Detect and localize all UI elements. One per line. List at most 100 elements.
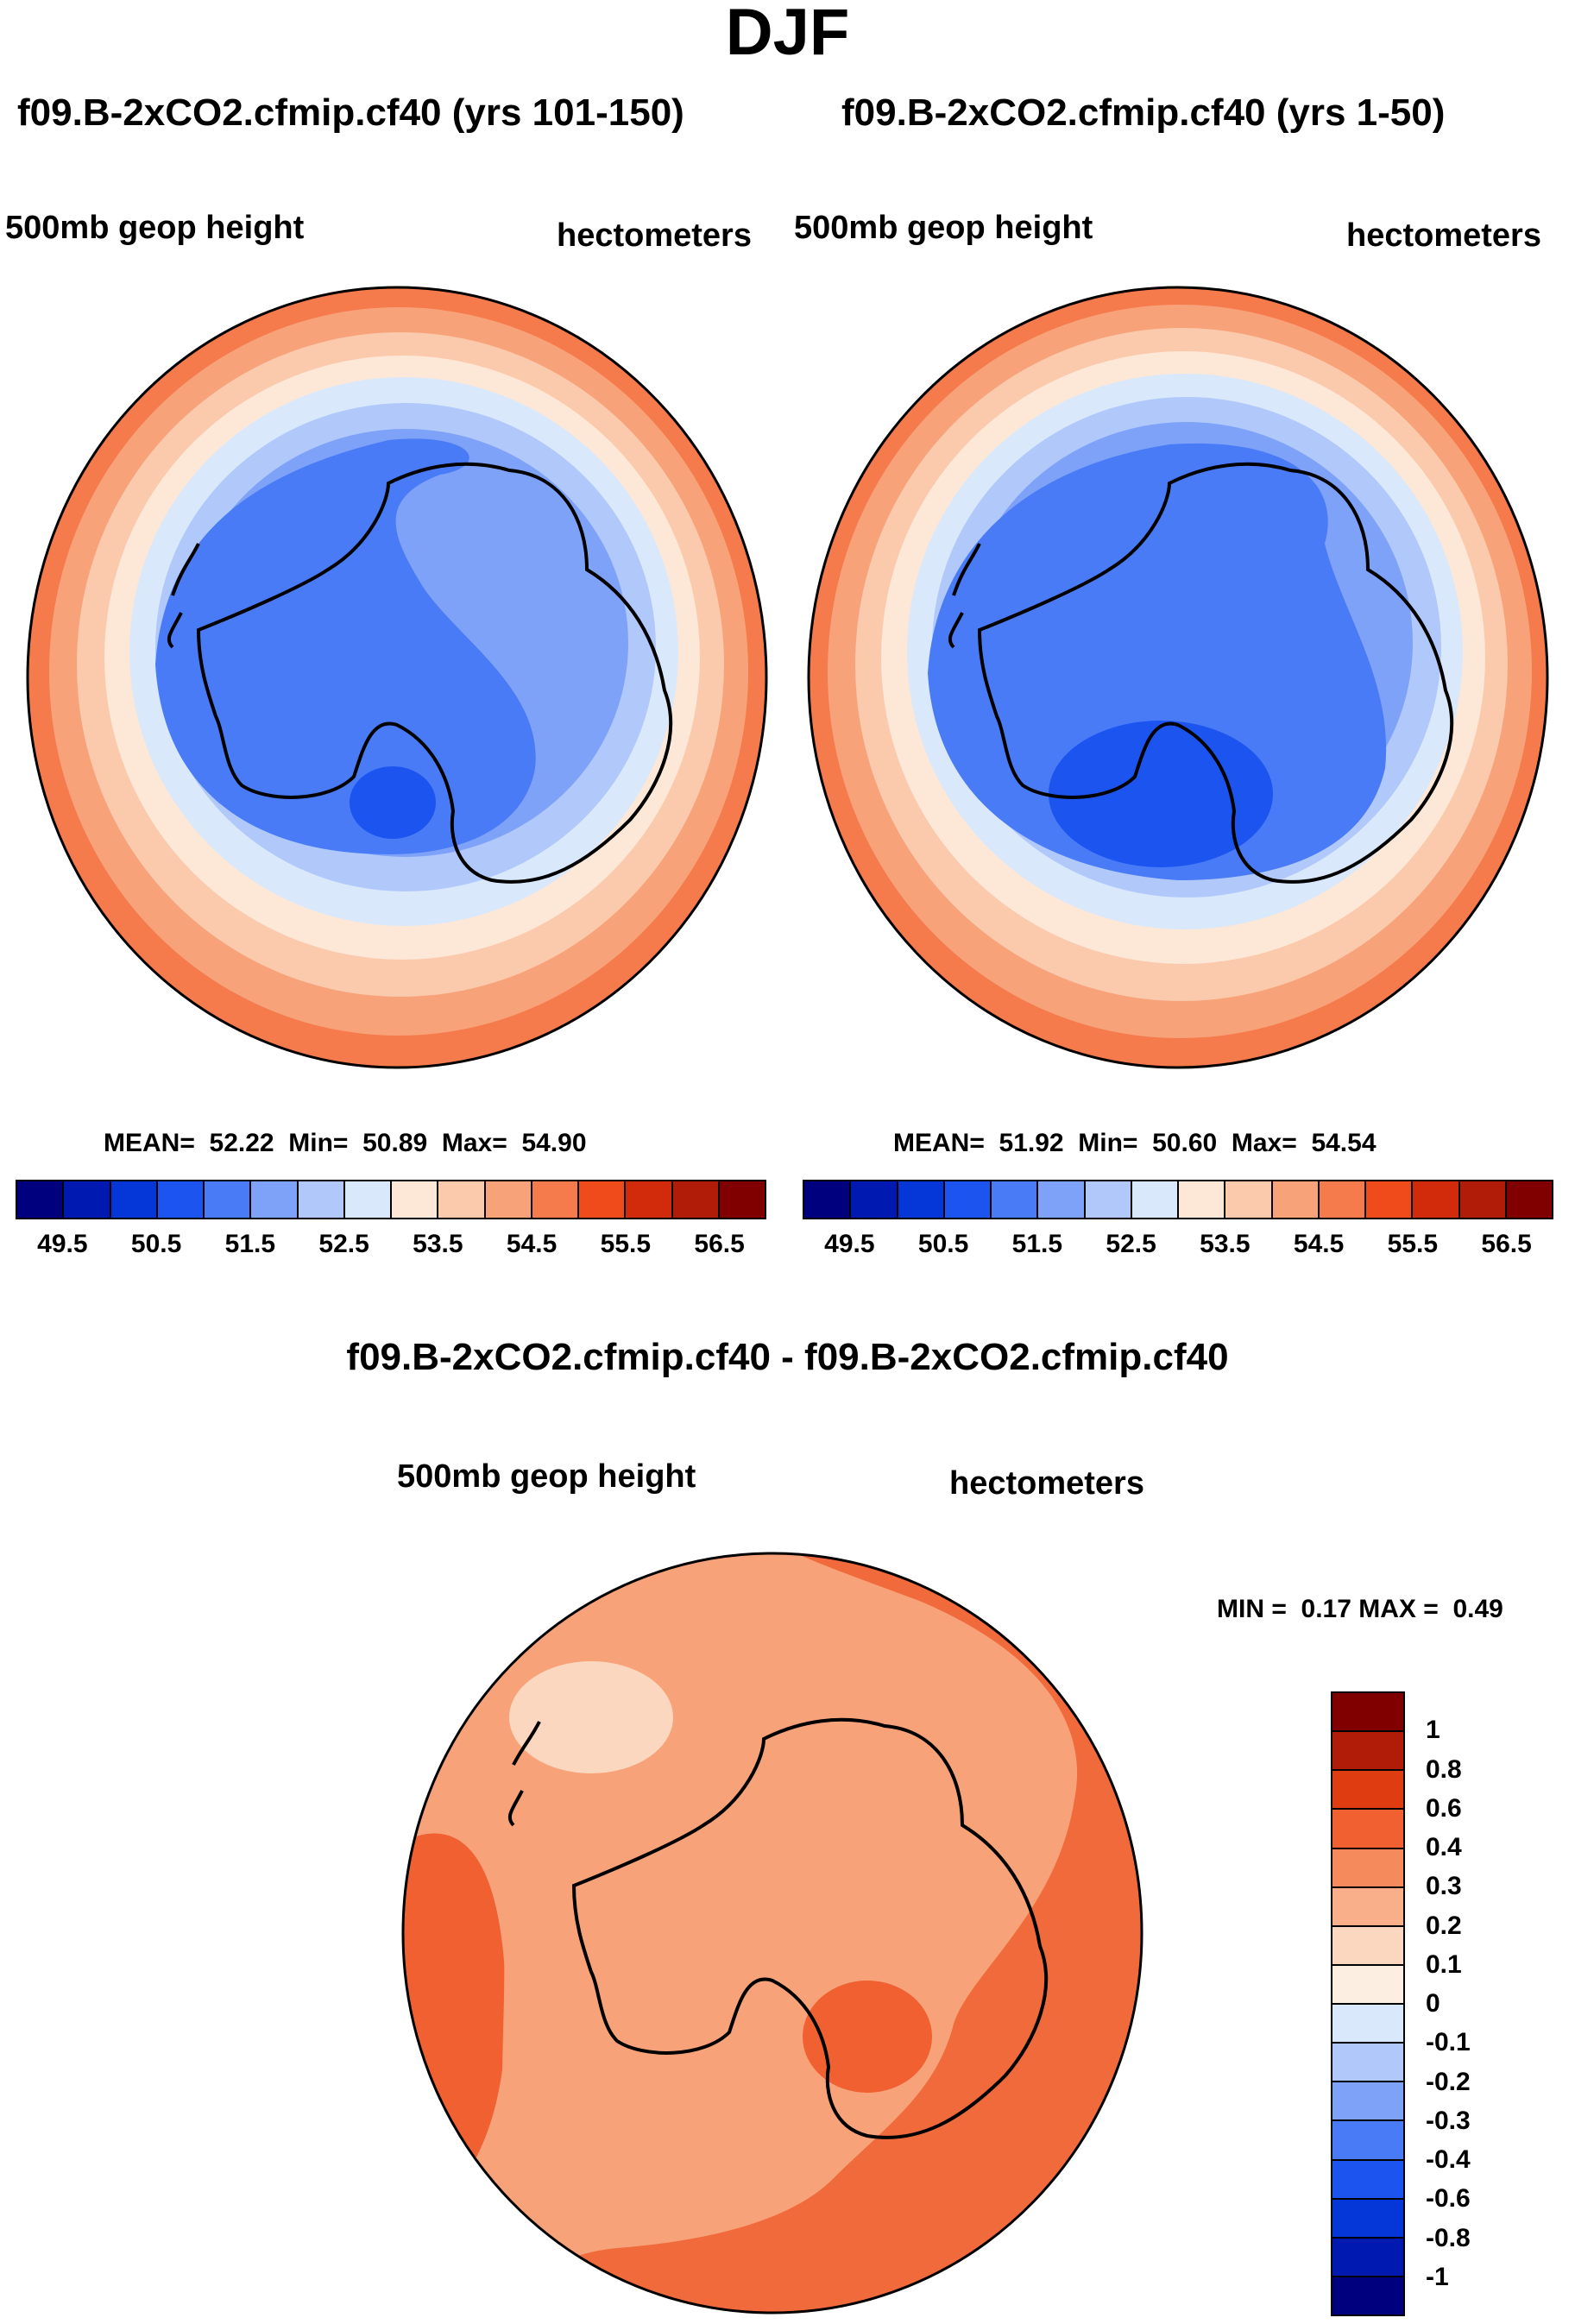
left-colorbar-swatch [438, 1181, 486, 1218]
right-colorbar-swatch [992, 1181, 1039, 1218]
left-colorbar-swatch [672, 1181, 720, 1218]
right-colorbar-swatch [1131, 1181, 1179, 1218]
left-units-label: hectometers [557, 217, 752, 254]
left-colorbar-tick-label: 50.5 [130, 1230, 182, 1258]
right-colorbar-swatch [851, 1181, 898, 1218]
diff-contour-fills [403, 1553, 1142, 2313]
left-colorbar-swatch [344, 1181, 392, 1218]
left-colorbar-tick-label: 51.5 [224, 1230, 276, 1258]
left-colorbar-tick-label: 49.5 [37, 1230, 88, 1258]
right-colorbar-swatch [944, 1181, 992, 1218]
diff-colorbar-tick-label: 0 [1426, 1989, 1440, 2018]
right-colorbar-swatch [1038, 1181, 1086, 1218]
left-colorbar-swatch [532, 1181, 579, 1218]
diff-peninsula [507, 1721, 541, 1827]
diff-colorbar-swatch [1332, 1732, 1403, 1772]
diff-colorbar-tick-label: 1 [1426, 1716, 1440, 1745]
left-colorbar-swatch [392, 1181, 439, 1218]
right-colorbar-swatch [804, 1181, 852, 1218]
right-field-label: 500mb geop height [794, 210, 1093, 246]
left-colorbar-swatch [17, 1181, 65, 1218]
right-colorbar-swatch [1459, 1181, 1507, 1218]
diff-colorbar-swatch [1332, 2121, 1403, 2161]
left-colorbar-swatch [205, 1181, 252, 1218]
diff-panel-title: f09.B-2xCO2.cfmip.cf40 - f09.B-2xCO2.cfm… [346, 1336, 1229, 1378]
left-colorbar-swatch [719, 1181, 765, 1218]
diff-colorbar-swatch [1332, 1771, 1403, 1811]
diff-colorbar-tick-label: -1 [1426, 2262, 1449, 2291]
right-colorbar-tick-label: 51.5 [1011, 1230, 1063, 1258]
left-stats: MEAN= 52.22 Min= 50.89 Max= 54.90 [104, 1129, 587, 1157]
left-panel-title: f09.B-2xCO2.cfmip.cf40 (yrs 101-150) [17, 91, 684, 134]
diff-colorbar-tick-label: 0.1 [1426, 1949, 1462, 1979]
left-colorbar-swatch [110, 1181, 158, 1218]
left-colorbar-swatch [251, 1181, 299, 1218]
left-field-label: 500mb geop height [5, 210, 305, 246]
left-colorbar-tick-label: 52.5 [318, 1230, 369, 1258]
left-colorbar-tick-label: 55.5 [600, 1230, 652, 1258]
diff-stats: MIN = 0.17 MAX = 0.49 [1217, 1595, 1503, 1623]
right-colorbar-swatch [1085, 1181, 1132, 1218]
diff-colorbar-tick-label: 0.3 [1426, 1872, 1462, 1901]
right-colorbar-tick-label: 49.5 [824, 1230, 875, 1258]
right-colorbar-tick-label: 54.5 [1293, 1230, 1345, 1258]
diff-colorbar-swatch [1332, 2199, 1403, 2239]
left-coastline [196, 462, 673, 884]
diff-colorbar-tick-label: 0.4 [1426, 1833, 1462, 1861]
right-coastline [977, 462, 1454, 884]
diff-colorbar-tick-label: 0.8 [1426, 1754, 1462, 1784]
left-colorbar-swatch [579, 1181, 627, 1218]
right-colorbar-swatch [1506, 1181, 1552, 1218]
diff-colorbar-swatch [1332, 1887, 1403, 1927]
left-colorbar-tick-label: 53.5 [413, 1230, 463, 1258]
right-colorbar-swatch [1413, 1181, 1460, 1218]
right-colorbar-swatch [1225, 1181, 1273, 1218]
left-colorbar-tick-label: 56.5 [694, 1230, 745, 1258]
right-colorbar-swatch [1272, 1181, 1320, 1218]
left-colorbar-tick-label: 54.5 [506, 1230, 558, 1258]
right-contour-fills [809, 287, 1547, 1068]
diff-colorbar [1331, 1691, 1405, 2316]
diff-colorbar-tick-label: -0.2 [1426, 2067, 1471, 2096]
right-units-label: hectometers [1346, 217, 1541, 254]
diff-colorbar-swatch [1332, 2160, 1403, 2200]
diff-colorbar-tick-label: -0.4 [1426, 2145, 1471, 2174]
left-colorbar [16, 1180, 766, 1219]
diff-colorbar-swatch [1332, 2082, 1403, 2122]
right-map-border [807, 286, 1549, 1069]
left-colorbar-swatch [157, 1181, 205, 1218]
right-peninsula [948, 543, 981, 649]
diff-colorbar-tick-label: -0.8 [1426, 2223, 1471, 2252]
right-colorbar-swatch [1319, 1181, 1366, 1218]
diff-coastline [571, 1717, 1049, 2139]
left-peninsula [167, 543, 200, 649]
diff-colorbar-swatch [1332, 1693, 1403, 1733]
diff-colorbar-tick-label: -0.3 [1426, 2106, 1471, 2135]
diff-colorbar-swatch [1332, 1810, 1403, 1849]
diff-colorbar-tick-label: 0.2 [1426, 1911, 1462, 1940]
right-colorbar-tick-label: 53.5 [1200, 1230, 1251, 1258]
diff-colorbar-swatch [1332, 2044, 1403, 2083]
main-title: DJF [725, 0, 850, 69]
diff-colorbar-swatch [1332, 1926, 1403, 1966]
diff-colorbar-swatch [1332, 1965, 1403, 2005]
left-map-border [26, 286, 768, 1069]
diff-colorbar-tick-label: -0.6 [1426, 2184, 1471, 2214]
right-colorbar-swatch [1179, 1181, 1226, 1218]
right-colorbar [803, 1180, 1553, 1219]
diff-colorbar-swatch [1332, 2238, 1403, 2277]
right-colorbar-swatch [1366, 1181, 1414, 1218]
diff-colorbar-swatch [1332, 1848, 1403, 1888]
diff-colorbar-tick-label: -0.1 [1426, 2028, 1471, 2057]
right-colorbar-tick-label: 52.5 [1106, 1230, 1156, 1258]
right-stats: MEAN= 51.92 Min= 50.60 Max= 54.54 [893, 1129, 1377, 1157]
right-colorbar-tick-label: 50.5 [917, 1230, 969, 1258]
diff-units-label: hectometers [949, 1465, 1144, 1502]
right-polar-map [807, 286, 1549, 1069]
left-colorbar-swatch [298, 1181, 345, 1218]
left-colorbar-swatch [626, 1181, 673, 1218]
diff-colorbar-tick-label: 0.6 [1426, 1793, 1462, 1823]
diff-field-label: 500mb geop height [397, 1458, 696, 1495]
left-polar-map [26, 286, 768, 1069]
diff-polar-map [401, 1552, 1143, 2315]
